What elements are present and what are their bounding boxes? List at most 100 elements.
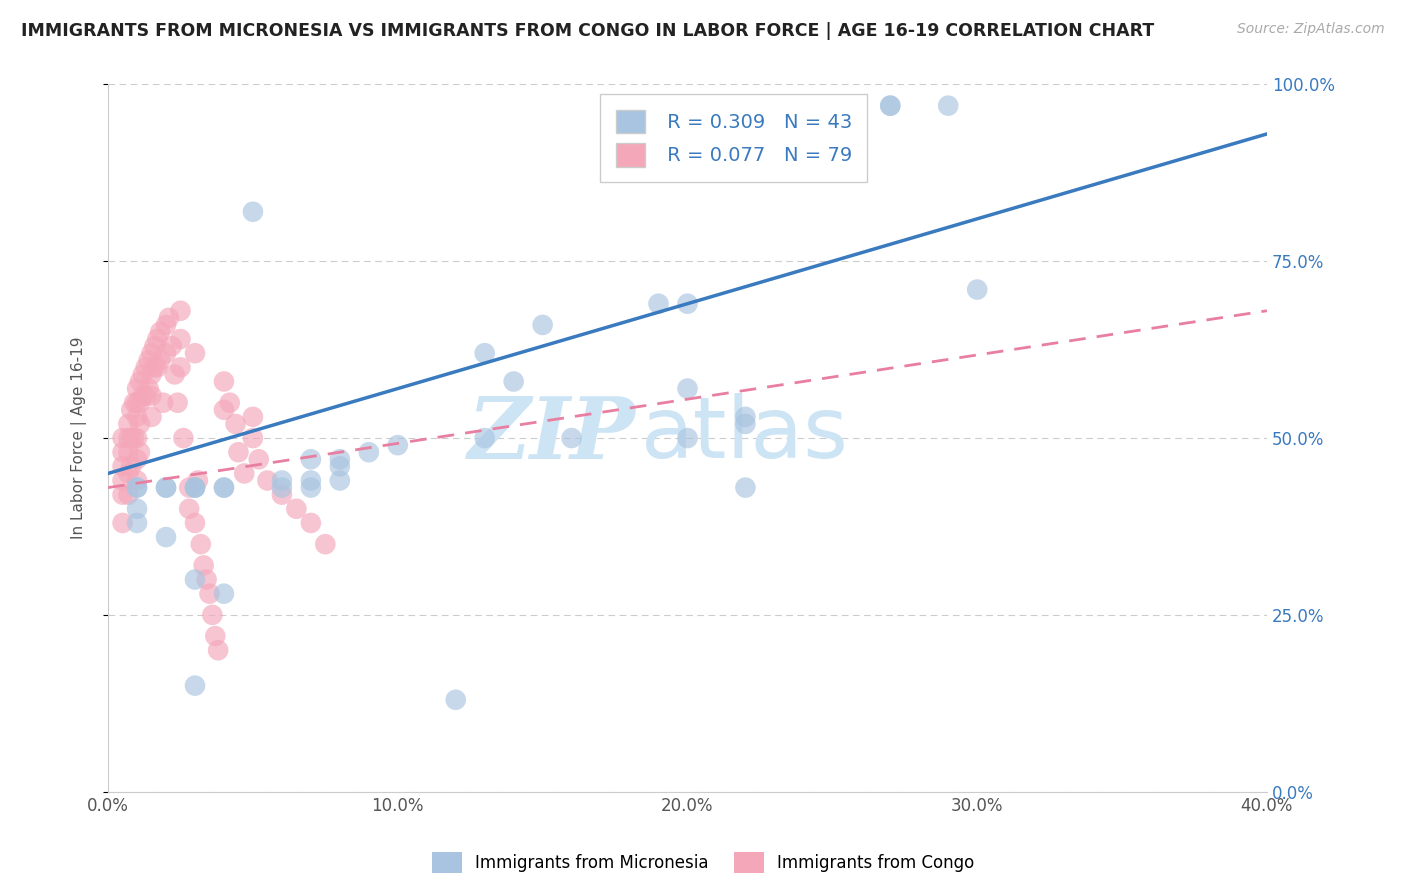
Point (242, 204, 264, 219)
Legend: Immigrants from Micronesia, Immigrants from Congo: Immigrants from Micronesia, Immigrants f… (425, 846, 981, 880)
Point (117, 445, 139, 459)
Point (270, 474, 292, 488)
Point (117, 467, 139, 481)
Point (676, 296, 699, 310)
Point (155, 481, 177, 495)
Point (160, 339, 183, 353)
Point (212, 375, 235, 389)
Point (647, 296, 669, 310)
Point (111, 445, 134, 459)
Point (143, 339, 166, 353)
Point (157, 310, 180, 325)
Point (444, 692, 467, 706)
Point (212, 587, 235, 601)
Point (125, 431, 148, 445)
Point (474, 431, 496, 445)
Y-axis label: In Labor Force | Age 16-19: In Labor Force | Age 16-19 (72, 337, 87, 540)
Point (502, 375, 524, 389)
Point (132, 389, 155, 403)
Point (125, 481, 148, 495)
Point (225, 417, 247, 431)
Point (125, 516, 148, 530)
Point (120, 431, 142, 445)
Point (146, 332, 169, 346)
Point (212, 481, 235, 495)
Point (936, 98, 959, 112)
Point (329, 459, 352, 474)
Point (299, 481, 322, 495)
Point (117, 488, 139, 502)
Point (141, 409, 163, 424)
Point (117, 431, 139, 445)
Point (207, 643, 229, 657)
Point (135, 389, 157, 403)
Point (879, 98, 901, 112)
Point (357, 445, 380, 459)
Legend:  R = 0.309   N = 43,  R = 0.077   N = 79: R = 0.309 N = 43, R = 0.077 N = 79 (600, 95, 868, 183)
Point (195, 573, 218, 587)
Point (474, 346, 496, 360)
Point (247, 452, 270, 467)
Point (734, 417, 756, 431)
Point (141, 346, 163, 360)
Point (122, 395, 145, 409)
Point (155, 346, 177, 360)
Point (329, 452, 352, 467)
Point (143, 360, 166, 375)
Point (299, 452, 322, 467)
Point (111, 459, 134, 474)
Point (125, 382, 148, 396)
Point (169, 303, 191, 318)
Point (184, 481, 207, 495)
Point (314, 537, 336, 551)
Point (155, 481, 177, 495)
Point (132, 368, 155, 382)
Point (117, 417, 139, 431)
Point (299, 516, 322, 530)
Point (193, 558, 215, 573)
Point (299, 474, 322, 488)
Point (228, 445, 250, 459)
Point (676, 382, 699, 396)
Point (125, 501, 148, 516)
Point (125, 474, 148, 488)
Point (190, 537, 212, 551)
Text: Source: ZipAtlas.com: Source: ZipAtlas.com (1237, 22, 1385, 37)
Point (141, 389, 163, 403)
Point (198, 587, 221, 601)
Point (879, 98, 901, 112)
Point (125, 395, 148, 409)
Point (184, 573, 207, 587)
Point (129, 375, 152, 389)
Point (149, 325, 172, 339)
Point (184, 516, 207, 530)
Point (122, 431, 145, 445)
Point (184, 346, 207, 360)
Point (152, 395, 174, 409)
Point (111, 474, 134, 488)
Point (169, 360, 191, 375)
Point (233, 467, 256, 481)
Point (111, 516, 134, 530)
Point (184, 679, 207, 693)
Point (270, 488, 292, 502)
Point (146, 360, 169, 375)
Point (155, 530, 177, 544)
Point (163, 368, 186, 382)
Point (184, 481, 207, 495)
Point (129, 417, 152, 431)
Point (184, 481, 207, 495)
Point (125, 481, 148, 495)
Point (531, 318, 554, 332)
Point (125, 452, 148, 467)
Point (155, 318, 177, 332)
Point (218, 395, 240, 409)
Point (138, 382, 160, 396)
Point (329, 474, 352, 488)
Point (141, 368, 163, 382)
Point (179, 481, 201, 495)
Text: atlas: atlas (641, 393, 849, 476)
Point (120, 459, 142, 474)
Point (387, 438, 409, 452)
Point (285, 501, 308, 516)
